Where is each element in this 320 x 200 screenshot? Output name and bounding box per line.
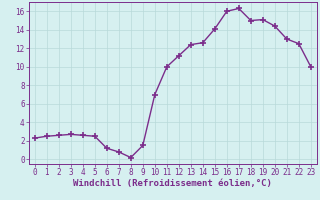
X-axis label: Windchill (Refroidissement éolien,°C): Windchill (Refroidissement éolien,°C) (73, 179, 272, 188)
